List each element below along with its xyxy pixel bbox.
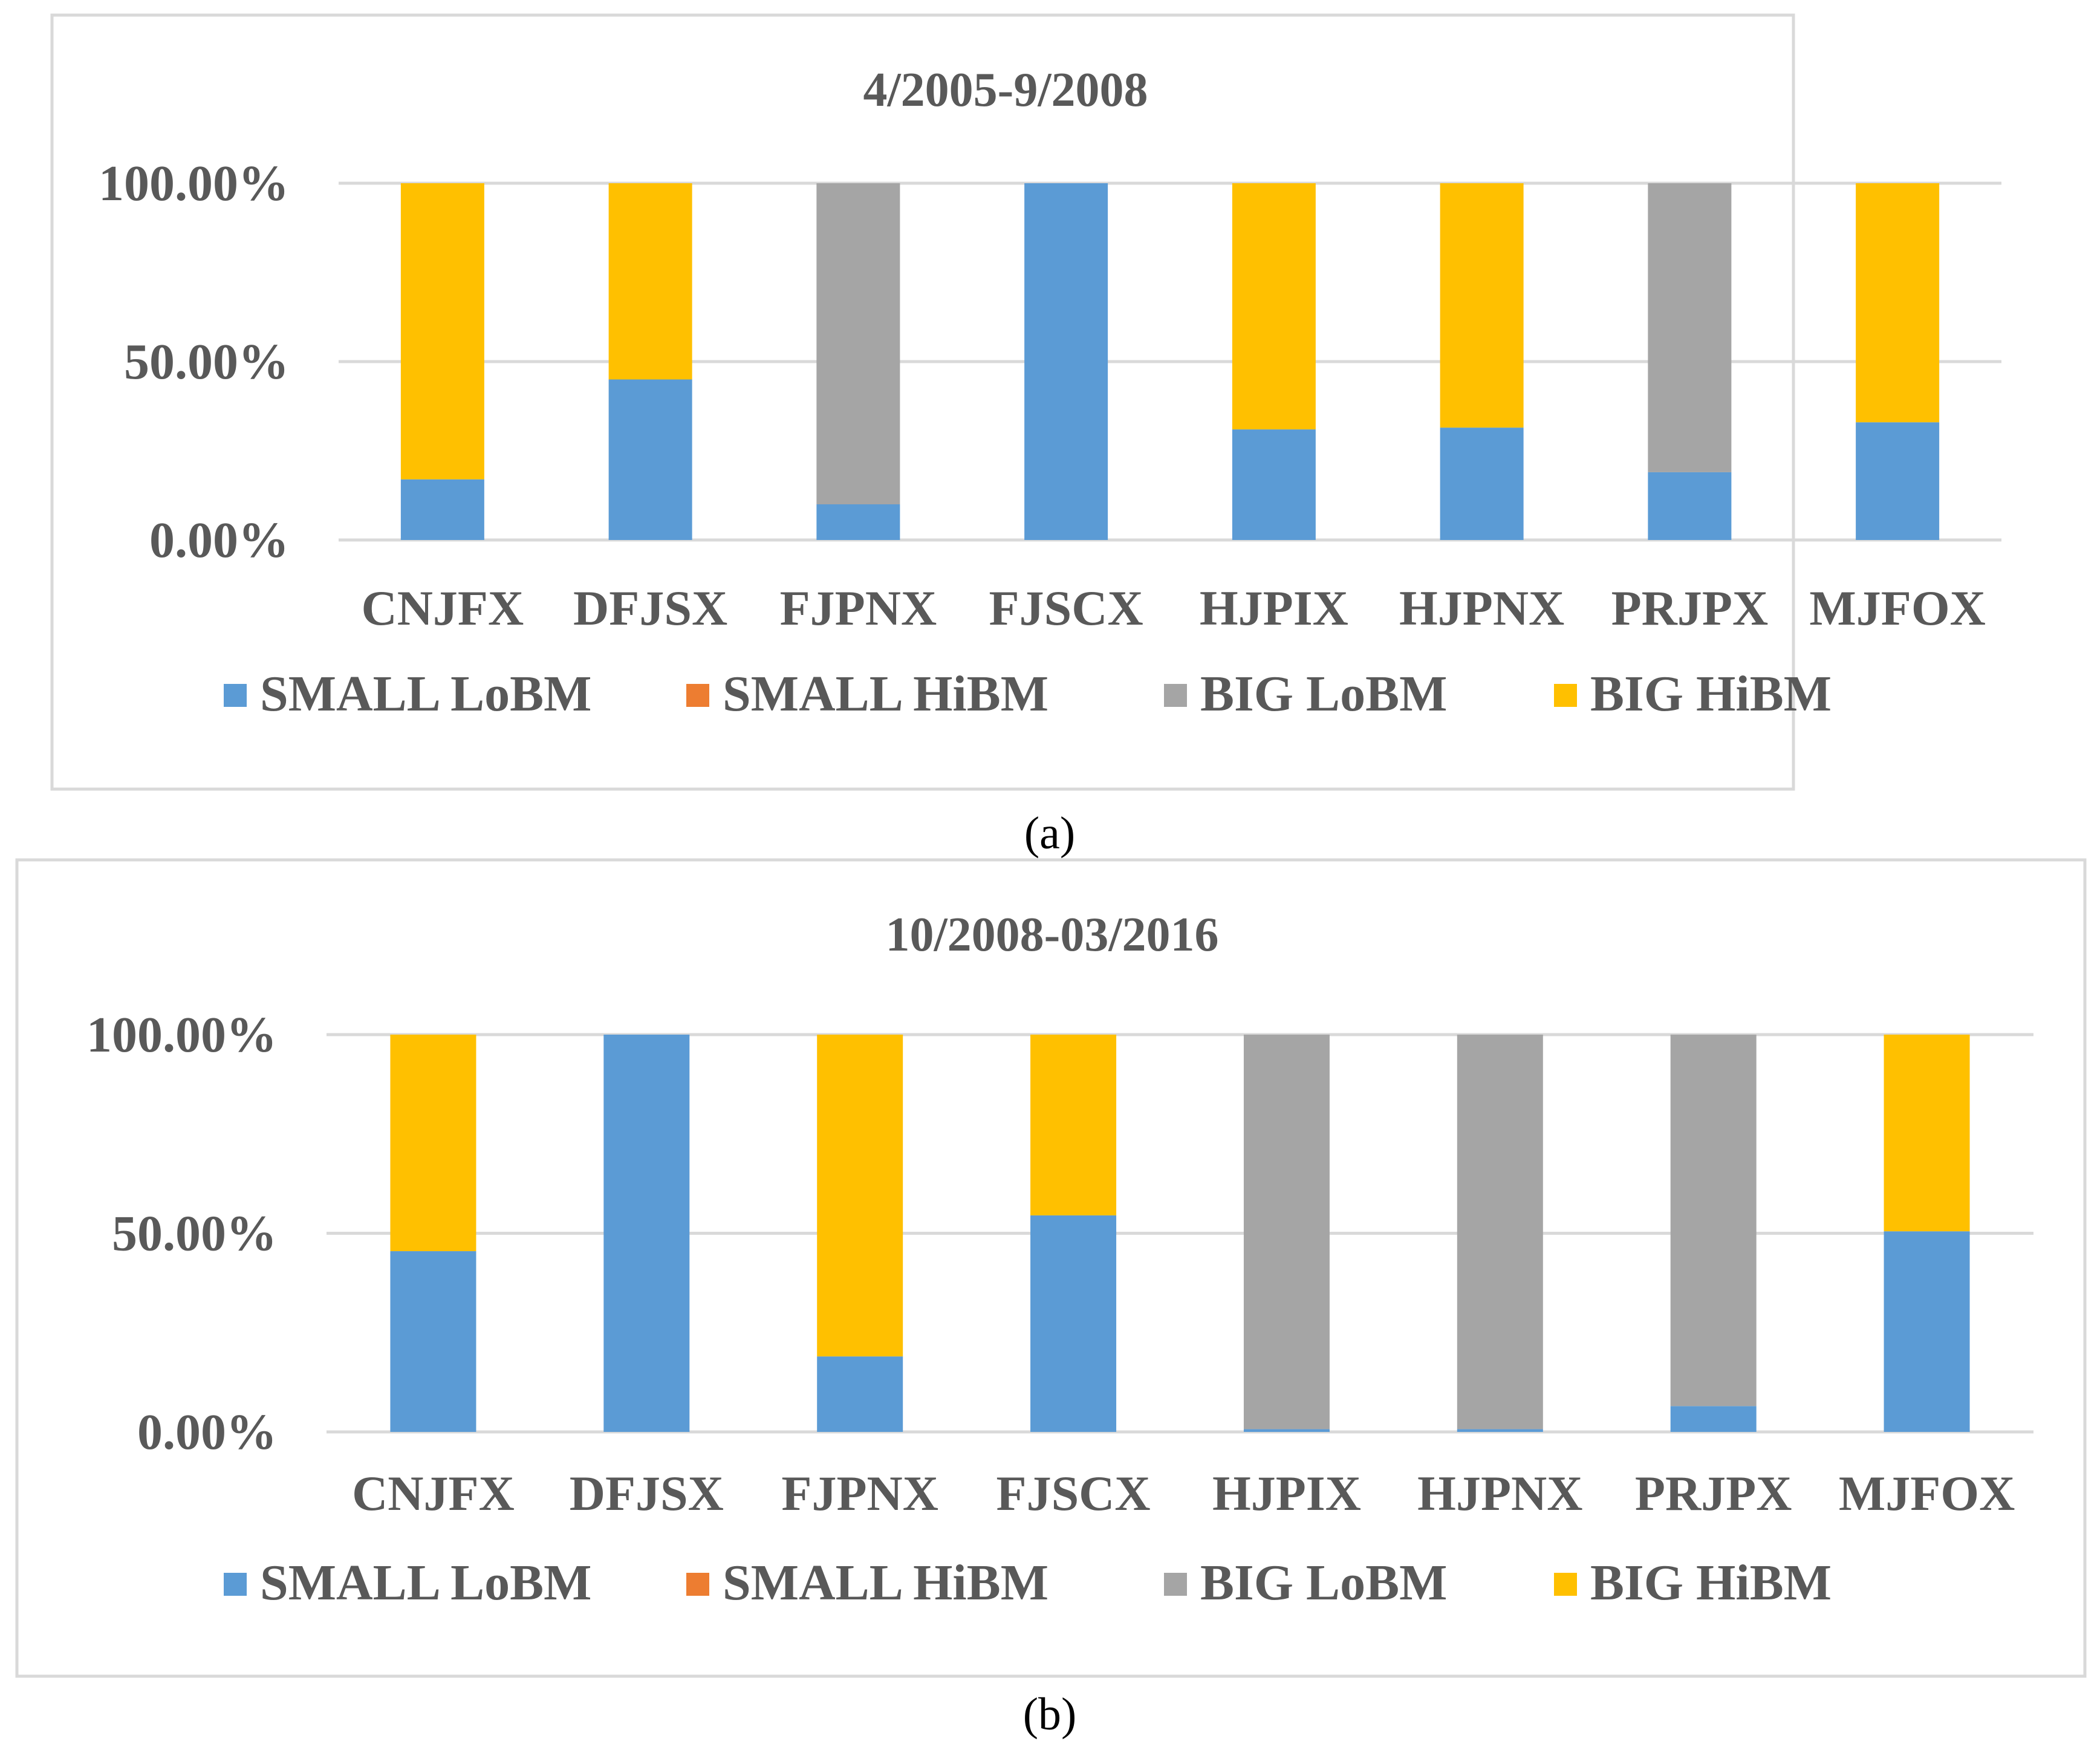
chart-b-bar-hjpix-big-lobm: [1243, 1035, 1330, 1429]
chart-a-legend: SMALL LoBM SMALL HiBM BIG LoBM BIG HiBM: [224, 666, 1832, 722]
chart-b-x-tick-label: CNJFX: [352, 1466, 515, 1521]
chart-a-bars: [400, 183, 1940, 540]
caption-b: (b): [1023, 1689, 1077, 1740]
chart-b-bar-cnjfx-big-hibm: [390, 1035, 476, 1252]
caption-a: (a): [1024, 808, 1075, 859]
chart-b-x-tick-label: HJPNX: [1417, 1466, 1582, 1521]
chart-a-title: 4/2005-9/2008: [863, 63, 1148, 117]
chart-b-x-tick-label: PRJPX: [1635, 1466, 1792, 1521]
chart-b-legend-label-big-lobm: BIG LoBM: [1200, 1555, 1447, 1611]
chart-a-x-tick-label: MJFOX: [1809, 581, 1985, 636]
chart-b-legend-label-small-hibm: SMALL HiBM: [723, 1555, 1048, 1611]
chart-a: 4/2005-9/2008 0.00% 50.00% 100.00% CNJFX DF…: [50, 13, 2001, 791]
chart-b-bar-hjpnx-small-lobm: [1457, 1429, 1543, 1432]
chart-a-legend-label-big-hibm: BIG HiBM: [1590, 666, 1832, 722]
chart-b-bar-mjfox-small-lobm: [1884, 1231, 1970, 1432]
chart-a-legend-swatch-big-lobm: [1164, 684, 1187, 707]
chart-b-bars: [390, 1035, 1970, 1432]
chart-a-x-tick-label: PRJPX: [1611, 581, 1769, 636]
chart-b-legend-swatch-small-hibm: [686, 1573, 709, 1596]
chart-b-bar-prjpx-big-lobm: [1670, 1035, 1757, 1407]
chart-a-bar-hjpnx-big-hibm: [1440, 183, 1524, 428]
chart-b-legend: SMALL LoBM SMALL HiBM BIG LoBM BIG HiBM: [224, 1555, 1832, 1611]
chart-a-y-tick-label: 100.00%: [99, 155, 289, 212]
chart-a-y-axis: 0.00% 50.00% 100.00%: [99, 155, 289, 568]
chart-a-bar-mjfox-big-hibm: [1856, 183, 1940, 423]
chart-a-bar-fjpnx-small-lobm: [816, 504, 900, 540]
chart-b: 10/2008-03/2016 0.00% 50.00% 100.00% CNJFX…: [15, 858, 2087, 1678]
chart-a-legend-swatch-big-hibm: [1554, 684, 1577, 707]
chart-b-bar-dfjsx-small-lobm: [603, 1035, 690, 1432]
chart-b-bar-mjfox-big-hibm: [1884, 1035, 1970, 1232]
chart-b-legend-swatch-big-hibm: [1554, 1573, 1577, 1596]
chart-b-bar-fjpnx-big-hibm: [817, 1035, 903, 1357]
chart-b-x-tick-label: DFJSX: [570, 1466, 724, 1521]
chart-a-x-tick-label: HJPIX: [1200, 581, 1348, 636]
chart-b-x-tick-label: FJPNX: [781, 1466, 938, 1521]
chart-b-y-tick-label: 0.00%: [137, 1404, 277, 1460]
chart-b-y-tick-label: 100.00%: [86, 1007, 277, 1063]
chart-b-bar-hjpnx-big-lobm: [1457, 1035, 1543, 1429]
chart-a-legend-label-big-lobm: BIG LoBM: [1200, 666, 1447, 722]
chart-a-bar-fjscx-small-lobm: [1024, 183, 1108, 540]
chart-b-y-axis: 0.00% 50.00% 100.00%: [86, 1007, 277, 1460]
chart-a-x-tick-label: HJPNX: [1399, 581, 1564, 636]
chart-a-y-tick-label: 50.00%: [124, 334, 289, 390]
chart-b-bar-prjpx-small-lobm: [1670, 1406, 1757, 1432]
chart-a-y-tick-label: 0.00%: [149, 512, 289, 568]
chart-a-bar-prjpx-big-lobm: [1648, 183, 1732, 472]
chart-b-bar-cnjfx-small-lobm: [390, 1251, 476, 1432]
chart-a-x-tick-label: CNJFX: [362, 581, 524, 636]
chart-a-legend-swatch-small-hibm: [686, 684, 709, 707]
chart-a-bar-hjpix-small-lobm: [1232, 429, 1316, 540]
chart-b-title: 10/2008-03/2016: [885, 908, 1218, 961]
chart-a-bar-prjpx-small-lobm: [1648, 472, 1732, 540]
chart-b-bar-fjpnx-small-lobm: [817, 1356, 903, 1432]
chart-a-bar-hjpnx-small-lobm: [1440, 428, 1524, 540]
chart-b-legend-label-big-hibm: BIG HiBM: [1590, 1555, 1832, 1611]
chart-a-x-axis: CNJFX DFJSX FJPNX FJSCX HJPIX HJPNX PRJPX MJFOX: [362, 581, 1986, 636]
chart-a-x-tick-label: DFJSX: [573, 581, 727, 636]
chart-a-legend-label-small-hibm: SMALL HiBM: [723, 666, 1048, 722]
chart-a-legend-label-small-lobm: SMALL LoBM: [260, 666, 591, 722]
chart-b-legend-label-small-lobm: SMALL LoBM: [260, 1555, 591, 1611]
chart-b-x-tick-label: FJSCX: [996, 1466, 1150, 1521]
chart-a-bar-cnjfx-big-hibm: [400, 183, 484, 480]
chart-b-y-tick-label: 50.00%: [112, 1206, 277, 1262]
chart-b-legend-swatch-big-lobm: [1164, 1573, 1187, 1596]
chart-a-x-tick-label: FJSCX: [989, 581, 1143, 636]
chart-b-bar-hjpix-small-lobm: [1243, 1429, 1330, 1432]
chart-a-bar-cnjfx-small-lobm: [400, 479, 484, 540]
chart-a-legend-swatch-small-lobm: [224, 684, 247, 707]
chart-a-bar-mjfox-small-lobm: [1856, 422, 1940, 540]
chart-a-bar-dfjsx-small-lobm: [608, 379, 692, 540]
chart-a-bar-hjpix-big-hibm: [1232, 183, 1316, 430]
chart-b-bar-fjscx-big-hibm: [1030, 1035, 1117, 1215]
chart-b-x-axis: CNJFX DFJSX FJPNX FJSCX HJPIX HJPNX PRJPX MJFOX: [352, 1466, 2015, 1521]
chart-b-bar-fjscx-small-lobm: [1030, 1215, 1117, 1432]
chart-b-x-tick-label: HJPIX: [1212, 1466, 1361, 1521]
chart-b-x-tick-label: MJFOX: [1839, 1466, 2015, 1521]
chart-b-legend-swatch-small-lobm: [224, 1573, 247, 1596]
chart-a-bar-dfjsx-big-hibm: [608, 183, 692, 380]
chart-a-x-tick-label: FJPNX: [780, 581, 937, 636]
chart-a-bar-fjpnx-big-lobm: [816, 183, 900, 504]
